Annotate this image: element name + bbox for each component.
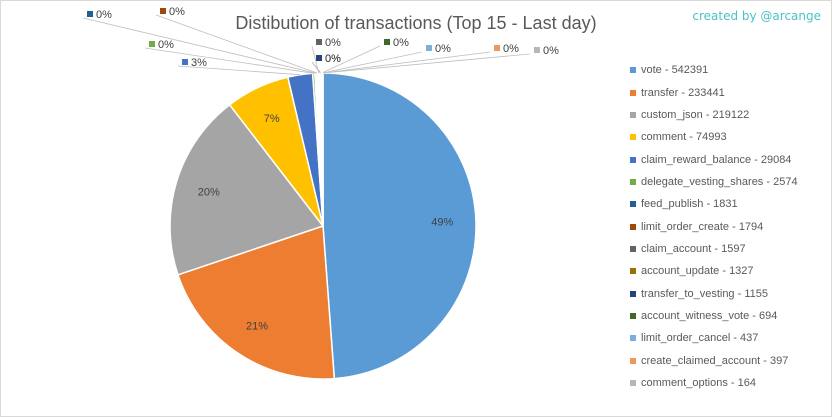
legend-item: transfer_to_vesting - 1155 (630, 282, 825, 304)
legend-item: account_update - 1327 (630, 260, 825, 282)
legend-label: delegate_vesting_shares - 2574 (641, 175, 798, 188)
slice-label: 0% (169, 6, 185, 18)
label-key-create-claimed-account (494, 45, 500, 51)
slice-label: 21% (246, 320, 268, 332)
legend-swatch (630, 357, 636, 364)
label-key-comment-options (534, 47, 540, 53)
legend-swatch (630, 379, 636, 386)
legend-item: delegate_vesting_shares - 2574 (630, 171, 825, 193)
legend-item: limit_order_create - 1794 (630, 215, 825, 237)
chart-title: Distibution of transactions (Top 15 - La… (235, 13, 597, 33)
slice-label: 0% (393, 37, 409, 49)
slice-label: 0% (325, 53, 341, 65)
label-key-transfer-to-vesting (316, 55, 322, 61)
label-key-delegate-vesting-shares (149, 41, 155, 47)
legend-swatch (630, 245, 636, 252)
slice-label: 0% (96, 9, 112, 21)
label-key-feed-publish (87, 11, 93, 17)
slice-label: 0% (503, 43, 519, 55)
pie-slice-transfer (177, 224, 336, 380)
legend-label: transfer - 233441 (641, 86, 725, 99)
leader-line (321, 45, 381, 74)
legend-swatch (630, 312, 636, 319)
chart-legend: vote - 542391 transfer - 233441 custom_jso… (630, 59, 825, 394)
slice-label: 0% (435, 43, 451, 55)
leader-line (322, 51, 491, 74)
pie-slice-custom-json (169, 103, 325, 276)
legend-swatch (630, 111, 636, 118)
legend-item: transfer - 233441 (630, 81, 825, 103)
legend-item: custom_json - 219122 (630, 104, 825, 126)
pie-slice-vote (322, 72, 477, 380)
legend-item: vote - 542391 (630, 59, 825, 81)
label-key-limit-order-create (160, 8, 166, 14)
slice-label: 20% (198, 186, 220, 198)
legend-swatch (630, 335, 636, 342)
legend-item: comment_options - 164 (630, 372, 825, 394)
legend-label: create_claimed_account - 397 (641, 354, 789, 367)
leader-line (322, 53, 531, 74)
legend-swatch (630, 67, 636, 74)
legend-swatch (630, 201, 636, 208)
slice-label: 3% (191, 57, 207, 69)
legend-label: comment - 74993 (641, 131, 727, 144)
legend-swatch (630, 89, 636, 96)
legend-swatch (630, 290, 636, 297)
legend-item: limit_order_cancel - 437 (630, 327, 825, 349)
leader-line (82, 17, 316, 74)
slice-label: 0% (158, 39, 174, 51)
legend-swatch (630, 156, 636, 163)
legend-label: limit_order_create - 1794 (641, 220, 764, 233)
slice-label: 0% (325, 37, 341, 49)
legend-label: claim_account - 1597 (641, 242, 746, 255)
leader-line (155, 14, 318, 74)
slice-label: 0% (325, 53, 341, 65)
legend-label: account_witness_vote - 694 (641, 309, 778, 322)
legend-label: limit_order_cancel - 437 (641, 332, 759, 345)
slice-label: 7% (264, 113, 280, 125)
leader-line (177, 65, 301, 76)
label-key-claim-reward-balance (182, 59, 188, 65)
legend-label: vote - 542391 (641, 64, 709, 77)
legend-label: account_update - 1327 (641, 265, 754, 278)
label-key-limit-order-cancel (426, 45, 432, 51)
legend-item: claim_reward_balance - 29084 (630, 148, 825, 170)
legend-label: transfer_to_vesting - 1155 (641, 287, 768, 300)
legend-item: feed_publish - 1831 (630, 193, 825, 215)
legend-swatch (630, 134, 636, 141)
legend-item: comment - 74993 (630, 126, 825, 148)
leader-line (322, 51, 423, 74)
legend-label: comment_options - 164 (641, 376, 756, 389)
legend-swatch (630, 178, 636, 185)
legend-label: claim_reward_balance - 29084 (641, 153, 792, 166)
legend-item: account_witness_vote - 694 (630, 305, 825, 327)
legend-label: custom_json - 219122 (641, 108, 750, 121)
label-key-account-witness-vote (384, 39, 390, 45)
leader-line (144, 47, 314, 74)
label-key-claim-account (316, 39, 322, 45)
leader-line (311, 61, 322, 74)
slice-label: 0% (543, 45, 559, 57)
credit-label: created by @arcange (692, 9, 821, 23)
legend-label: feed_publish - 1831 (641, 198, 738, 211)
legend-swatch (630, 223, 636, 230)
slice-label: 49% (431, 217, 453, 229)
legend-item: create_claimed_account - 397 (630, 349, 825, 371)
legend-swatch (630, 268, 636, 275)
legend-item: claim_account - 1597 (630, 238, 825, 260)
